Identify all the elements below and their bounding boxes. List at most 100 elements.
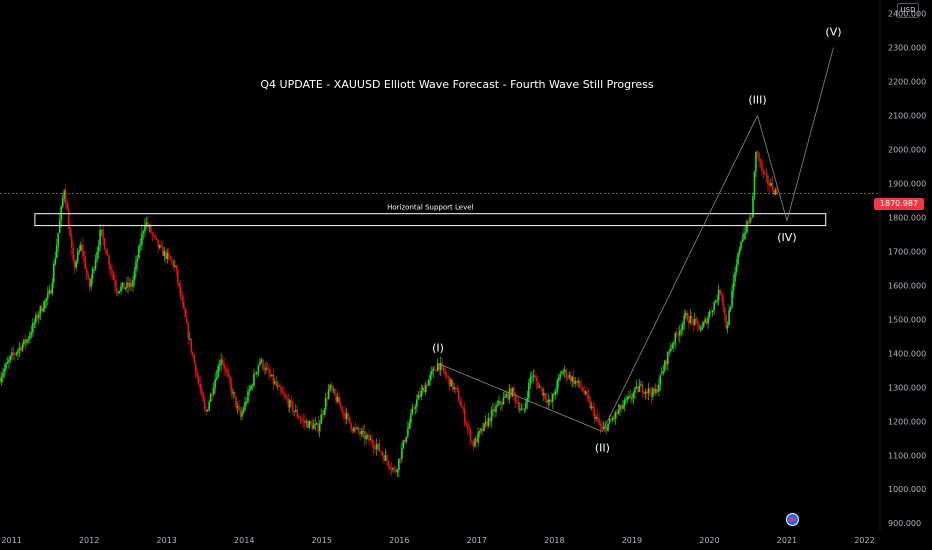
candle-body [622, 405, 624, 409]
candle-body [165, 250, 167, 260]
candle-body [668, 351, 671, 353]
y-tick-label: 2200.000 [888, 78, 926, 87]
candle-body [623, 400, 626, 406]
candle-body [407, 428, 409, 437]
candle-body [430, 371, 433, 375]
candle-body [383, 455, 385, 461]
candle-body [426, 384, 429, 386]
candle-body [5, 363, 7, 369]
candle-body [317, 423, 320, 432]
candle-body [266, 367, 269, 369]
candle-body [18, 347, 21, 351]
plot-area[interactable] [0, 0, 880, 530]
candle-body [123, 282, 125, 289]
candle-body [79, 244, 82, 251]
x-tick-label: 2016 [389, 536, 409, 545]
candle-body [314, 423, 317, 426]
candle-body [242, 409, 245, 413]
wave-line [602, 115, 758, 432]
candle-body [592, 406, 594, 410]
candle-body [106, 254, 109, 256]
candle-body [141, 233, 143, 245]
candle-body [377, 443, 379, 446]
candle-body [236, 406, 239, 408]
candle-body [771, 183, 774, 191]
candle-body [462, 407, 464, 409]
candle-body [390, 468, 393, 470]
candle-body [347, 413, 349, 417]
candle-body [643, 392, 645, 394]
candle-body [416, 399, 418, 407]
candle-body [371, 439, 373, 445]
candle-body [332, 389, 334, 391]
candle-body [121, 282, 124, 287]
candle-body [396, 469, 399, 473]
candle-body [678, 330, 681, 336]
candle-body [740, 241, 742, 249]
candle-body [8, 359, 10, 363]
candle-body [693, 318, 696, 325]
candle-body [726, 325, 729, 329]
candle-body [689, 316, 692, 323]
candle-body [508, 388, 511, 400]
candle-body [339, 404, 342, 407]
candle-body [82, 250, 85, 257]
candle-body [410, 414, 412, 424]
currency-selector[interactable]: USD [897, 3, 919, 18]
candle-body [593, 409, 596, 420]
candle-body [486, 421, 488, 427]
candle-body [226, 369, 228, 373]
candle-body [311, 423, 314, 430]
candle-body [32, 322, 34, 333]
candle-body [366, 435, 369, 437]
candle-body [39, 306, 42, 315]
candle-body [292, 402, 294, 412]
candle-body [323, 409, 325, 415]
candle-body [556, 381, 559, 392]
candle-body [309, 421, 312, 424]
candle-body [330, 384, 333, 390]
candle-body [543, 393, 545, 396]
candle-body [147, 222, 149, 228]
candle-body [773, 190, 775, 195]
candle-body [357, 427, 360, 432]
candle-body [565, 369, 568, 378]
y-tick-label: 2300.000 [888, 44, 926, 53]
candle-body [433, 368, 436, 371]
candle-body [178, 282, 181, 287]
candle-body [63, 190, 66, 199]
candle-body [321, 414, 324, 416]
candle-body [233, 391, 236, 397]
candle-body [504, 396, 506, 398]
price-axis[interactable] [880, 0, 932, 550]
candle-body [681, 323, 684, 330]
candle-body [139, 244, 142, 246]
candle-body [99, 230, 101, 246]
candle-body [667, 352, 669, 365]
candle-body [554, 391, 557, 395]
candle-body [67, 210, 70, 229]
candle-body [441, 363, 444, 366]
candle-body [103, 238, 106, 250]
economic-event-flag-icon[interactable] [786, 513, 799, 526]
wave-label: (I) [432, 342, 444, 355]
candle-body [625, 399, 627, 401]
candle-body [707, 316, 709, 324]
candle-body [644, 391, 647, 394]
candle-body [66, 203, 69, 211]
candle-body [746, 221, 748, 233]
candle-body [114, 279, 116, 287]
candle-body [680, 329, 683, 331]
candle-body [768, 184, 771, 186]
candle-body [413, 408, 415, 410]
candle-body [283, 393, 285, 395]
candle-body [457, 390, 460, 401]
candle-body [326, 398, 328, 400]
candle-body [587, 395, 590, 400]
candle-body [338, 396, 340, 405]
candle-body [741, 239, 744, 242]
candle-body [211, 393, 213, 395]
candle-body [345, 413, 348, 420]
candle-body [200, 389, 203, 393]
